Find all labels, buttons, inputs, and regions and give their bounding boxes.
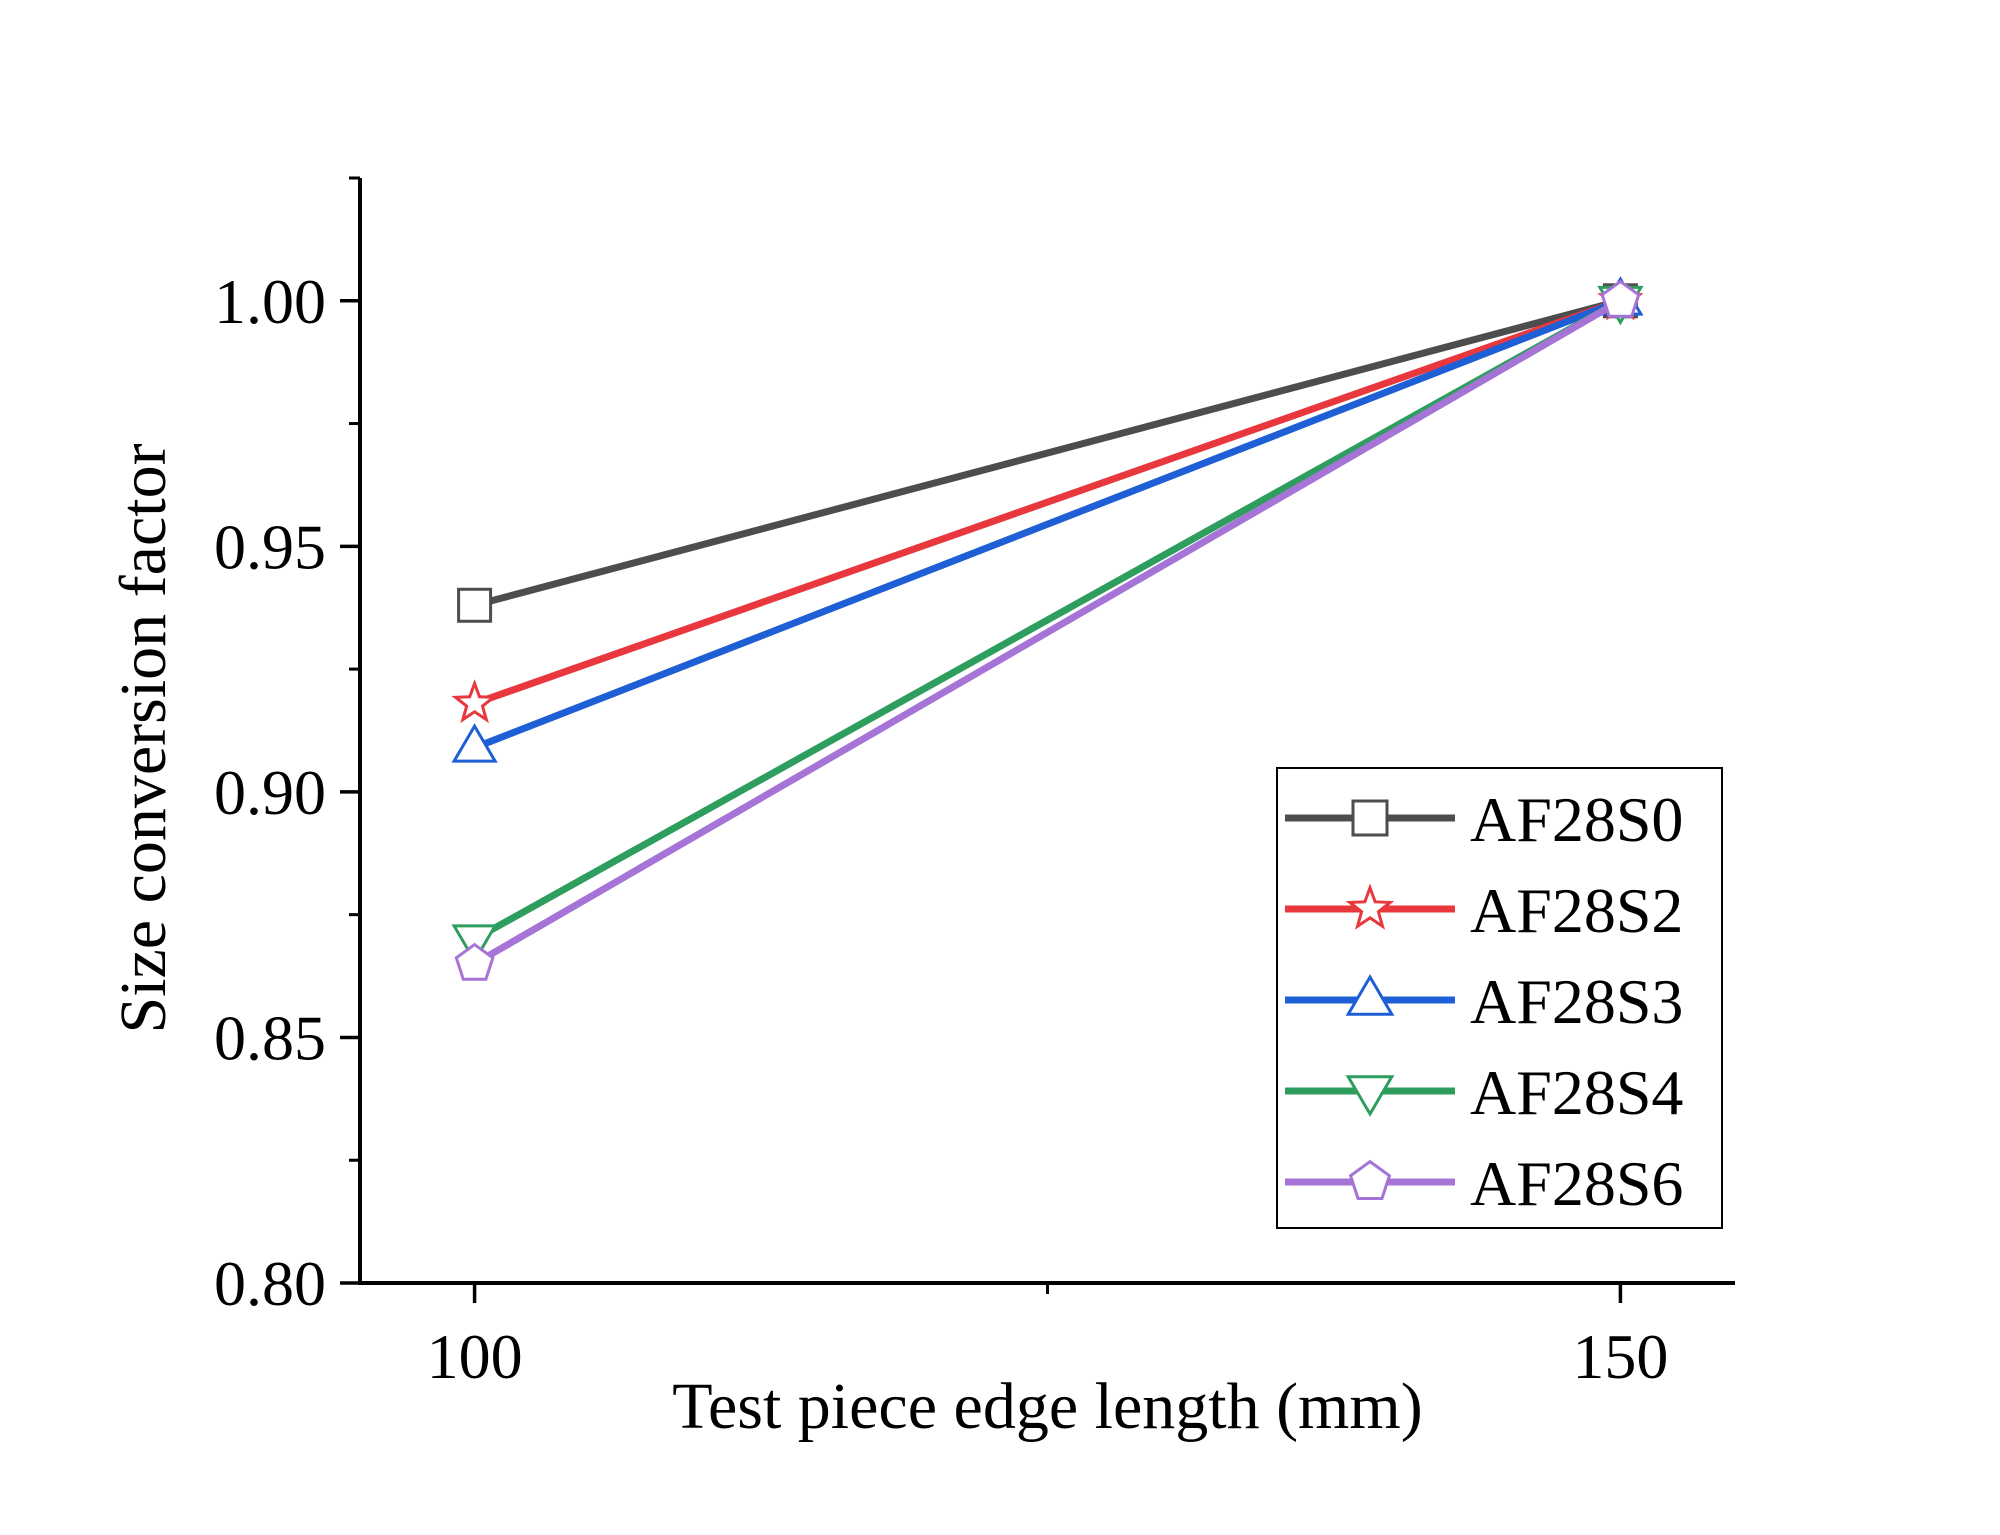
x-tick-label: 100 [427, 1321, 523, 1392]
y-tick-label: 0.90 [214, 757, 326, 828]
y-tick-label: 0.80 [214, 1248, 326, 1319]
series-group [451, 276, 1644, 981]
y-tick-label: 0.95 [214, 511, 326, 582]
legend-marker [1345, 974, 1395, 1016]
y-tick-label: 0.85 [214, 1002, 326, 1073]
legend-item: AF28S2 [1285, 875, 1683, 946]
legend-item: AF28S4 [1285, 1057, 1683, 1128]
series-line [472, 297, 1623, 943]
legend: AF28S0 AF28S2 AF28S3 AF28S4 AF28S6 [1276, 767, 1723, 1229]
legend-label: AF28S4 [1470, 1057, 1683, 1128]
legend-item: AF28S3 [1285, 966, 1683, 1037]
legend-marker [1345, 1075, 1395, 1117]
series-AF28S6 [454, 279, 1641, 981]
series-AF28S2 [451, 276, 1644, 724]
legend-label: AF28S3 [1470, 966, 1683, 1037]
data-point [1600, 279, 1641, 318]
legend-label: AF28S0 [1470, 784, 1683, 855]
legend-label: AF28S2 [1470, 875, 1683, 946]
series-line [473, 297, 1622, 609]
data-point [457, 587, 493, 623]
data-point [451, 679, 498, 724]
series-line [473, 297, 1622, 751]
legend-marker [1348, 1159, 1392, 1201]
legend-marker [1345, 883, 1395, 930]
y-tick-label: 1.00 [214, 266, 326, 337]
legend-label: AF28S6 [1470, 1148, 1683, 1219]
x-tick-label: 150 [1572, 1321, 1668, 1392]
series-AF28S3 [451, 276, 1644, 763]
data-point [454, 942, 495, 981]
legend-item: AF28S0 [1285, 784, 1683, 855]
series-line [473, 297, 1622, 707]
data-point [451, 723, 498, 763]
series-AF28S0 [457, 283, 1638, 623]
legend-marker [1351, 799, 1389, 837]
series-line [472, 297, 1623, 967]
legend-item: AF28S6 [1285, 1148, 1683, 1219]
axes: 0.80 0.85 0.90 0.95 1.00 100 150 Test piece edg… [107, 176, 1735, 1443]
x-axis-title: Test piece edge length (mm) [672, 1370, 1422, 1443]
y-axis-title: Size conversion factor [107, 443, 180, 1033]
